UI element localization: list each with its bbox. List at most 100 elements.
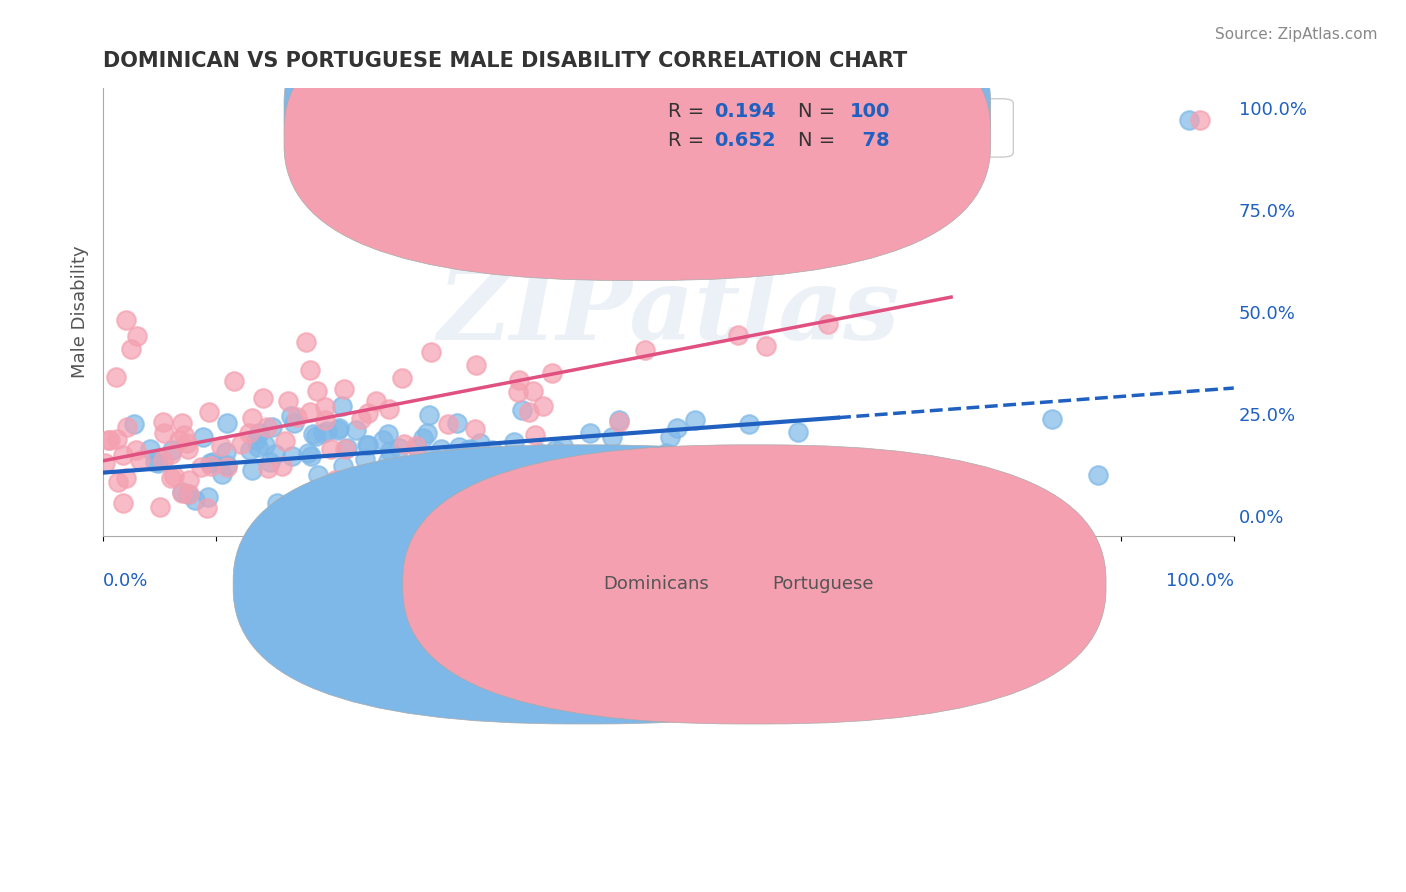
Point [418, 408, 440, 422]
Point [264, 447, 287, 461]
Point [817, 317, 839, 331]
Point [503, 435, 526, 450]
Point [285, 410, 308, 425]
Text: Source: ZipAtlas.com: Source: ZipAtlas.com [1215, 27, 1378, 42]
Point [344, 423, 367, 437]
Point [517, 449, 540, 463]
Text: Dominicans: Dominicans [603, 575, 709, 593]
Point [298, 404, 321, 418]
Point [159, 447, 181, 461]
Point [607, 471, 630, 485]
Point [357, 406, 380, 420]
Point [97, 433, 120, 447]
Point [544, 443, 567, 458]
Point [336, 441, 359, 455]
Point [508, 373, 530, 387]
Point [107, 475, 129, 490]
Point [655, 446, 678, 460]
Point [600, 430, 623, 444]
Point [256, 420, 278, 434]
Point [465, 358, 488, 372]
Point [202, 455, 225, 469]
Point [1087, 467, 1109, 482]
Point [295, 334, 318, 349]
Text: N =: N = [799, 130, 842, 150]
Point [160, 471, 183, 485]
Point [266, 496, 288, 510]
Point [217, 458, 239, 473]
Point [190, 459, 212, 474]
Point [634, 343, 657, 358]
Point [224, 375, 246, 389]
Point [371, 433, 394, 447]
Point [405, 439, 427, 453]
Point [787, 425, 810, 440]
Point [215, 416, 238, 430]
Point [453, 450, 475, 465]
Point [481, 442, 503, 457]
Point [1177, 113, 1199, 128]
Point [240, 410, 263, 425]
Point [105, 432, 128, 446]
Point [436, 417, 458, 431]
Point [727, 448, 749, 462]
Point [283, 417, 305, 431]
FancyBboxPatch shape [233, 445, 936, 724]
Point [416, 425, 439, 440]
Point [359, 488, 381, 502]
Point [246, 440, 269, 454]
Point [1188, 113, 1211, 128]
Point [388, 442, 411, 456]
Text: DOMINICAN VS PORTUGUESE MALE DISABILITY CORRELATION CHART: DOMINICAN VS PORTUGUESE MALE DISABILITY … [103, 51, 907, 70]
Point [478, 450, 501, 464]
Point [111, 448, 134, 462]
Point [198, 405, 221, 419]
Point [330, 399, 353, 413]
Point [423, 450, 446, 465]
Point [517, 405, 540, 419]
Point [529, 445, 551, 459]
Point [683, 413, 706, 427]
Text: 0.194: 0.194 [714, 102, 775, 120]
Point [366, 393, 388, 408]
Point [115, 471, 138, 485]
Point [682, 454, 704, 468]
Point [172, 485, 194, 500]
Point [458, 442, 481, 457]
Point [468, 436, 491, 450]
Text: 100.0%: 100.0% [1166, 573, 1234, 591]
Point [377, 402, 399, 417]
Point [377, 426, 399, 441]
Point [170, 416, 193, 430]
Point [94, 456, 117, 470]
Point [1040, 412, 1063, 426]
Point [561, 500, 583, 515]
Point [323, 473, 346, 487]
Point [273, 434, 295, 449]
Point [298, 362, 321, 376]
Point [152, 426, 174, 441]
Point [211, 467, 233, 481]
Point [167, 433, 190, 447]
Point [307, 468, 329, 483]
Point [114, 313, 136, 327]
Point [755, 339, 778, 353]
Point [98, 433, 121, 447]
Point [446, 417, 468, 431]
Point [738, 417, 761, 432]
Point [524, 428, 547, 442]
Point [333, 442, 356, 456]
Point [245, 433, 267, 447]
Point [332, 458, 354, 473]
Point [143, 455, 166, 469]
Point [392, 437, 415, 451]
Point [607, 413, 630, 427]
Point [125, 443, 148, 458]
Point [247, 425, 270, 440]
Point [148, 456, 170, 470]
FancyBboxPatch shape [284, 0, 991, 280]
Point [666, 421, 689, 435]
Text: 78: 78 [849, 130, 890, 150]
FancyBboxPatch shape [595, 99, 1014, 157]
Point [270, 459, 292, 474]
